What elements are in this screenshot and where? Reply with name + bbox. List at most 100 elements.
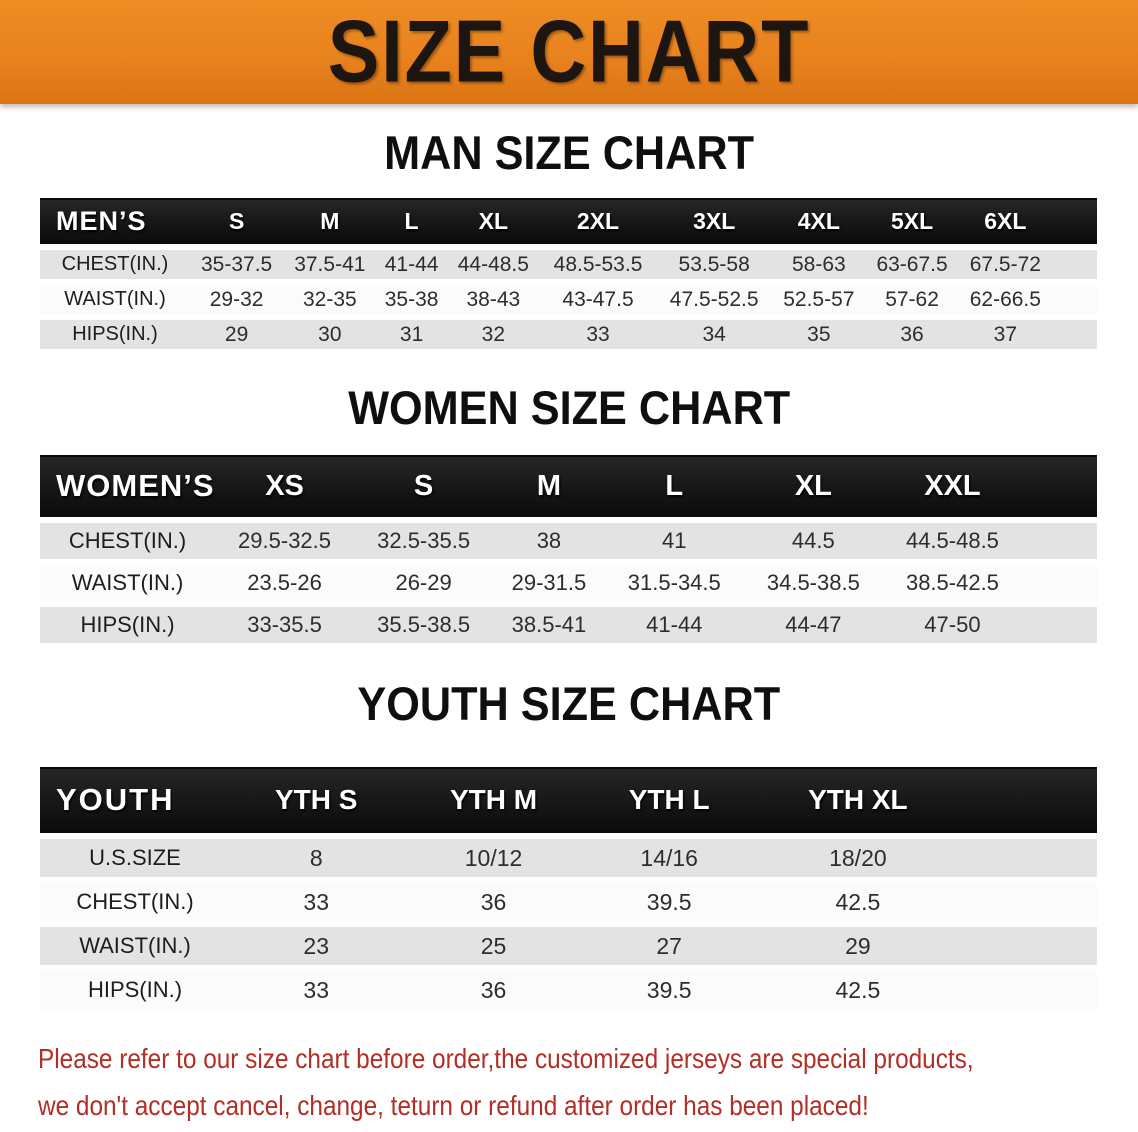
men-section-title: MAN SIZE CHART bbox=[384, 126, 754, 179]
table-row: CHEST(IN.) 35-37.5 37.5-41 41-44 44-48.5 48.5… bbox=[40, 250, 1097, 279]
size-value: 38.5-42.5 bbox=[882, 565, 1022, 601]
size-value: 62-66.5 bbox=[958, 285, 1052, 314]
table-row: HIPS(IN.) 29 30 31 32 33 34 35 36 37 bbox=[40, 320, 1097, 349]
size-header-cell: M bbox=[283, 198, 377, 244]
size-value: 29 bbox=[190, 320, 284, 349]
size-value: 33 bbox=[539, 320, 657, 349]
women-size-table: WOMEN’S XS S M L XL XXL CHEST(IN.) 29.5-32.5 32.5… bbox=[40, 449, 1097, 649]
row-label: CHEST(IN.) bbox=[40, 883, 230, 921]
table-row: WAIST(IN.) 29-32 32-35 35-38 38-43 43-47.5 47.… bbox=[40, 285, 1097, 314]
size-header-cell: XS bbox=[215, 455, 355, 517]
youth-size-table-host: YOUTH YTH S YTH M YTH L YTH XL U.S.SIZE 8 10/12… bbox=[0, 761, 1138, 1015]
size-value: 35-38 bbox=[376, 285, 447, 314]
size-value: 44-47 bbox=[743, 607, 883, 643]
size-value: 36 bbox=[402, 883, 585, 921]
size-value: 8 bbox=[230, 839, 403, 877]
disclaimer-line-1: Please refer to our size chart before or… bbox=[38, 1043, 974, 1074]
youth-section-title: YOUTH SIZE CHART bbox=[357, 677, 781, 730]
size-value: 33 bbox=[230, 883, 403, 921]
size-header-cell: 2XL bbox=[539, 198, 657, 244]
size-value: 47.5-52.5 bbox=[656, 285, 773, 314]
size-value: 14/16 bbox=[584, 839, 754, 877]
size-header-cell: M bbox=[493, 455, 605, 517]
size-value: 39.5 bbox=[584, 883, 754, 921]
section-women: WOMEN SIZE CHART WOMEN’S XS S M L XL XXL CHEST(… bbox=[0, 381, 1138, 649]
youth-size-table: YOUTH YTH S YTH M YTH L YTH XL U.S.SIZE 8 10/12… bbox=[40, 761, 1097, 1015]
size-header-cell: 3XL bbox=[656, 198, 773, 244]
spacer-cell bbox=[962, 883, 1097, 921]
spacer-cell bbox=[1052, 320, 1097, 349]
size-value: 29-31.5 bbox=[493, 565, 605, 601]
size-value: 29.5-32.5 bbox=[215, 523, 355, 559]
size-value: 58-63 bbox=[772, 250, 866, 279]
spacer-cell bbox=[1052, 250, 1097, 279]
size-header-cell: L bbox=[604, 455, 744, 517]
size-header-cell: 4XL bbox=[772, 198, 866, 244]
size-header-cell: 5XL bbox=[865, 198, 959, 244]
size-value: 38 bbox=[493, 523, 605, 559]
spacer-cell bbox=[1022, 523, 1097, 559]
spacer-cell bbox=[1022, 565, 1097, 601]
size-value: 32-35 bbox=[283, 285, 377, 314]
size-value: 31.5-34.5 bbox=[604, 565, 744, 601]
table-row: CHEST(IN.) 29.5-32.5 32.5-35.5 38 41 44.5 44.5… bbox=[40, 523, 1097, 559]
section-men: MAN SIZE CHART MEN’S S M L XL 2XL 3XL 4XL 5XL 6XL… bbox=[0, 126, 1138, 355]
row-label: WAIST(IN.) bbox=[40, 285, 190, 314]
spacer-cell bbox=[962, 971, 1097, 1009]
size-value: 52.5-57 bbox=[772, 285, 866, 314]
size-value: 37 bbox=[958, 320, 1052, 349]
row-label: CHEST(IN.) bbox=[40, 523, 215, 559]
row-label: HIPS(IN.) bbox=[40, 971, 230, 1009]
size-value: 44-48.5 bbox=[446, 250, 540, 279]
banner-title: SIZE CHART bbox=[327, 2, 811, 101]
size-value: 29 bbox=[753, 927, 962, 965]
size-header-cell: S bbox=[354, 455, 494, 517]
women-size-table-host: WOMEN’S XS S M L XL XXL CHEST(IN.) 29.5-32.5 32.5… bbox=[0, 449, 1138, 649]
size-value: 26-29 bbox=[354, 565, 494, 601]
size-value: 43-47.5 bbox=[539, 285, 657, 314]
women-section-title: WOMEN SIZE CHART bbox=[347, 381, 790, 434]
women-title-wrap: WOMEN SIZE CHART bbox=[0, 381, 1138, 435]
row-label: HIPS(IN.) bbox=[40, 320, 190, 349]
size-header-cell: YTH L bbox=[584, 767, 754, 833]
header-row: MEN’S S M L XL 2XL 3XL 4XL 5XL 6XL bbox=[40, 198, 1097, 244]
section-youth: YOUTH SIZE CHART YOUTH YTH S YTH M YTH L YTH… bbox=[0, 677, 1138, 1015]
size-value: 36 bbox=[865, 320, 959, 349]
size-value: 67.5-72 bbox=[958, 250, 1052, 279]
table-title-cell: WOMEN’S bbox=[40, 455, 215, 517]
size-value: 27 bbox=[584, 927, 754, 965]
spacer-cell bbox=[962, 767, 1097, 833]
size-value: 41-44 bbox=[604, 607, 744, 643]
table-title-cell: MEN’S bbox=[40, 198, 190, 244]
size-value: 10/12 bbox=[402, 839, 585, 877]
size-value: 53.5-58 bbox=[656, 250, 773, 279]
spacer-cell bbox=[1052, 285, 1097, 314]
row-label: CHEST(IN.) bbox=[40, 250, 190, 279]
table-row: HIPS(IN.) 33-35.5 35.5-38.5 38.5-41 41-44 44-… bbox=[40, 607, 1097, 643]
size-value: 18/20 bbox=[753, 839, 962, 877]
size-header-cell: YTH M bbox=[402, 767, 585, 833]
table-title-cell: YOUTH bbox=[40, 767, 230, 833]
spacer-cell bbox=[1022, 607, 1097, 643]
spacer-cell bbox=[1022, 455, 1097, 517]
table-row: HIPS(IN.) 33 36 39.5 42.5 bbox=[40, 971, 1097, 1009]
size-value: 34 bbox=[656, 320, 773, 349]
size-value: 32.5-35.5 bbox=[354, 523, 494, 559]
size-value: 32 bbox=[446, 320, 540, 349]
size-value: 47-50 bbox=[882, 607, 1022, 643]
size-value: 48.5-53.5 bbox=[539, 250, 657, 279]
size-value: 44.5 bbox=[743, 523, 883, 559]
size-value: 41-44 bbox=[376, 250, 447, 279]
size-value: 38.5-41 bbox=[493, 607, 605, 643]
size-value: 36 bbox=[402, 971, 585, 1009]
size-value: 25 bbox=[402, 927, 585, 965]
size-value: 30 bbox=[283, 320, 377, 349]
row-label: WAIST(IN.) bbox=[40, 565, 215, 601]
header-row: YOUTH YTH S YTH M YTH L YTH XL bbox=[40, 767, 1097, 833]
size-value: 42.5 bbox=[753, 883, 962, 921]
row-label: U.S.SIZE bbox=[40, 839, 230, 877]
size-header-cell: XXL bbox=[882, 455, 1022, 517]
size-header-cell: S bbox=[190, 198, 284, 244]
size-value: 33 bbox=[230, 971, 403, 1009]
